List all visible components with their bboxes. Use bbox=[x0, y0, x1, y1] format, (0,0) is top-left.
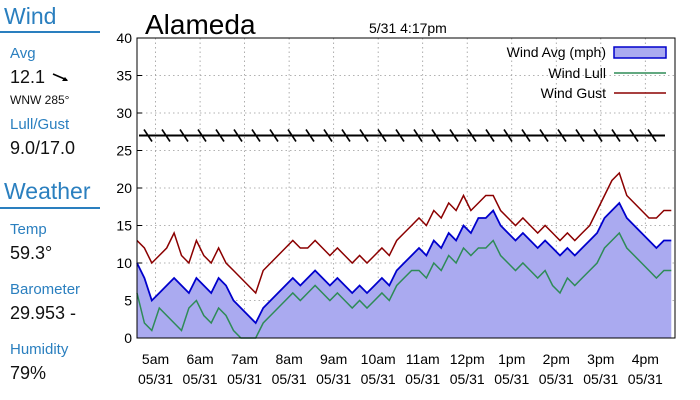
direction-arrow-barb bbox=[305, 129, 315, 142]
series-area-wind-avg-mph bbox=[137, 203, 672, 338]
humidity-value: 79% bbox=[10, 363, 47, 383]
y-tick-label: 35 bbox=[116, 68, 132, 84]
direction-arrows bbox=[139, 129, 665, 142]
barometer-value: 29.953 - bbox=[10, 303, 77, 323]
direction-arrow-barb bbox=[431, 129, 441, 142]
y-tick-label: 10 bbox=[116, 255, 132, 271]
x-tick-label-date: 05/31 bbox=[628, 371, 663, 387]
sidebar: Wind Avg 12.1 WNW 285° Lull/Gust 9.0/17.… bbox=[0, 0, 103, 400]
legend-label-gust: Wind Gust bbox=[541, 85, 606, 101]
direction-arrow-barb bbox=[449, 129, 459, 142]
x-tick-label-date: 05/31 bbox=[227, 371, 262, 387]
x-tick-label-date: 05/31 bbox=[405, 371, 440, 387]
wind-chart: Alameda 5/31 4:17pm 0 5 10 15 20 25 30 35 40 5am… bbox=[116, 9, 676, 387]
grid bbox=[137, 38, 675, 338]
series-line-wind-gust bbox=[136, 171, 672, 295]
direction-arrow-barb bbox=[215, 129, 225, 142]
direction-arrow-barb bbox=[629, 129, 639, 142]
lull-gust-label: Lull/Gust bbox=[10, 116, 70, 133]
avg-value: 12.1 bbox=[10, 67, 46, 87]
series-layer bbox=[136, 171, 672, 339]
lull-gust-value: 9.0/17.0 bbox=[10, 138, 76, 158]
direction-arrow-barb bbox=[485, 129, 495, 142]
x-axis: 5am 05/31 6am 05/31 7am 05/31 8am 05/31 9am 05/31… bbox=[138, 333, 663, 387]
y-tick-label: 5 bbox=[124, 293, 132, 309]
direction-arrow-barb bbox=[359, 129, 369, 142]
weather-section-title: Weather bbox=[4, 178, 91, 204]
direction-arrow-barb bbox=[611, 129, 621, 142]
series-line-wind-lull bbox=[136, 231, 672, 339]
direction-arrow-barb bbox=[647, 129, 657, 142]
direction-arrow-barb bbox=[395, 129, 405, 142]
chart-title: Alameda bbox=[145, 9, 256, 40]
x-tick-label-time: 4pm bbox=[632, 351, 659, 367]
x-tick-label-date: 05/31 bbox=[138, 371, 173, 387]
x-tick-label-date: 05/31 bbox=[539, 371, 574, 387]
plot-frame bbox=[136, 37, 676, 339]
x-tick-label-date: 05/31 bbox=[583, 371, 618, 387]
x-tick-label-time: 6am bbox=[186, 351, 213, 367]
x-tick-label-time: 5am bbox=[142, 351, 169, 367]
avg-label: Avg bbox=[10, 45, 36, 62]
x-tick-label-date: 05/31 bbox=[494, 371, 529, 387]
direction-arrow-barb bbox=[539, 129, 549, 142]
legend-swatch-avg bbox=[613, 46, 667, 59]
wind-direction-arrow-icon bbox=[52, 73, 68, 81]
legend-label-lull: Wind Lull bbox=[548, 65, 606, 81]
x-tick-label-time: 10am bbox=[361, 351, 396, 367]
wind-section-title: Wind bbox=[4, 3, 57, 29]
direction-arrow-barb bbox=[503, 129, 513, 142]
y-axis: 0 5 10 15 20 25 30 35 40 bbox=[116, 30, 142, 346]
series-line-wind-avg-mph bbox=[136, 201, 672, 325]
y-tick-label: 25 bbox=[116, 143, 132, 159]
x-tick-label-date: 05/31 bbox=[450, 371, 485, 387]
direction-arrow-barb bbox=[593, 129, 603, 142]
x-tick-label-time: 3pm bbox=[587, 351, 614, 367]
direction-arrow-barb bbox=[341, 129, 351, 142]
y-tick-label: 15 bbox=[116, 218, 132, 234]
direction-arrow-barb bbox=[233, 129, 243, 142]
barometer-label: Barometer bbox=[10, 281, 81, 298]
x-tick-label-date: 05/31 bbox=[316, 371, 351, 387]
wind-section-rule bbox=[0, 31, 100, 33]
direction-arrow-barb bbox=[323, 129, 333, 142]
x-tick-label-time: 1pm bbox=[498, 351, 525, 367]
humidity-label: Humidity bbox=[10, 341, 69, 358]
x-tick-label-date: 05/31 bbox=[272, 371, 307, 387]
direction-arrow-barb bbox=[197, 129, 207, 142]
y-tick-label: 20 bbox=[116, 180, 132, 196]
legend: Wind Avg (mph) Wind Lull Wind Gust bbox=[507, 44, 667, 101]
x-tick-label-time: 11am bbox=[406, 351, 440, 367]
x-tick-label-time: 12pm bbox=[450, 351, 485, 367]
direction-arrow-barb bbox=[179, 129, 189, 142]
direction-arrow-barb bbox=[143, 129, 153, 142]
direction-arrow-barb bbox=[413, 129, 423, 142]
x-tick-label-time: 9am bbox=[320, 351, 347, 367]
x-tick-label-date: 05/31 bbox=[361, 371, 396, 387]
y-tick-label: 40 bbox=[116, 30, 132, 46]
temp-label: Temp bbox=[10, 221, 47, 238]
direction-arrow-barb bbox=[467, 129, 477, 142]
legend-label-avg: Wind Avg (mph) bbox=[507, 44, 606, 60]
direction-arrow-barb bbox=[557, 129, 567, 142]
y-tick-label: 0 bbox=[124, 330, 132, 346]
direction-arrow-barb bbox=[377, 129, 387, 142]
direction-arrow-barb bbox=[521, 129, 531, 142]
direction-arrow-barb bbox=[575, 129, 585, 142]
weather-section-rule bbox=[0, 207, 100, 209]
y-tick-label: 30 bbox=[116, 105, 132, 121]
chart-subtitle: 5/31 4:17pm bbox=[369, 20, 447, 36]
x-tick-label-time: 7am bbox=[231, 351, 258, 367]
x-tick-label-time: 8am bbox=[276, 351, 303, 367]
direction-arrow-barb bbox=[287, 129, 297, 142]
x-tick-label-date: 05/31 bbox=[183, 371, 218, 387]
direction-arrow-barb bbox=[161, 129, 171, 142]
x-tick-label-time: 2pm bbox=[543, 351, 570, 367]
direction-arrow-barb bbox=[269, 129, 279, 142]
temp-value: 59.3° bbox=[10, 243, 53, 263]
wind-direction: WNW 285° bbox=[10, 93, 70, 107]
direction-arrow-barb bbox=[251, 129, 261, 142]
